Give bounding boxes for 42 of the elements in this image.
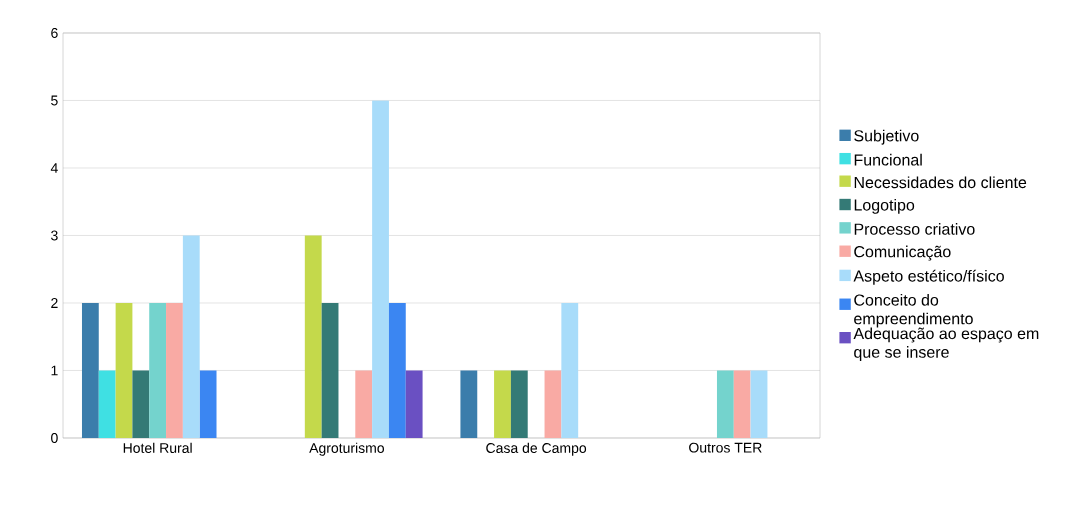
legend-label: Adequação ao espaço em que se insere [853, 327, 1039, 362]
x-tick-label: Outros TER [689, 442, 762, 453]
y-tick-label: 1 [51, 365, 58, 376]
y-tick-label: 4 [50, 163, 58, 173]
x-tick-label: Agroturismo [309, 442, 385, 456]
bar [510, 370, 528, 438]
x-tick-label: Hotel Rural [123, 442, 192, 453]
bar [115, 302, 133, 438]
bar [321, 302, 339, 438]
y-tick-label: 0 [51, 433, 58, 443]
bar [544, 370, 562, 438]
bar [733, 370, 751, 438]
x-tick-label: Casa de Campo [486, 442, 587, 456]
bar [494, 370, 511, 438]
bar [182, 235, 200, 438]
bar [372, 100, 389, 438]
y-tick-label: 3 [51, 230, 58, 241]
y-tick-label: 5 [51, 95, 58, 106]
bar [199, 370, 217, 438]
bar [149, 302, 167, 438]
bar [405, 370, 423, 438]
bar [716, 370, 734, 438]
legend-label: Logotipo [854, 198, 915, 214]
bar [166, 302, 183, 438]
bar [304, 235, 322, 438]
bar [81, 302, 99, 438]
legend-label: Subjetivo [854, 129, 919, 145]
legend-label: Conceito do empreendimento [854, 293, 973, 328]
bar [750, 370, 768, 438]
y-tick-label: 6 [51, 28, 58, 38]
bar [460, 370, 478, 438]
bar [98, 370, 116, 438]
legend-label: Aspeto estético/físico [853, 269, 1004, 285]
bar [132, 370, 150, 438]
bar [388, 302, 406, 438]
legend-label: Necessidades do cliente [854, 176, 1027, 189]
y-tick-label: 2 [51, 298, 58, 308]
legend-label: Funcional [854, 153, 922, 166]
legend-label: Processo criativo [854, 223, 975, 235]
bar [561, 302, 579, 438]
legend-label: Comunicação [854, 245, 951, 261]
bar [355, 370, 373, 438]
